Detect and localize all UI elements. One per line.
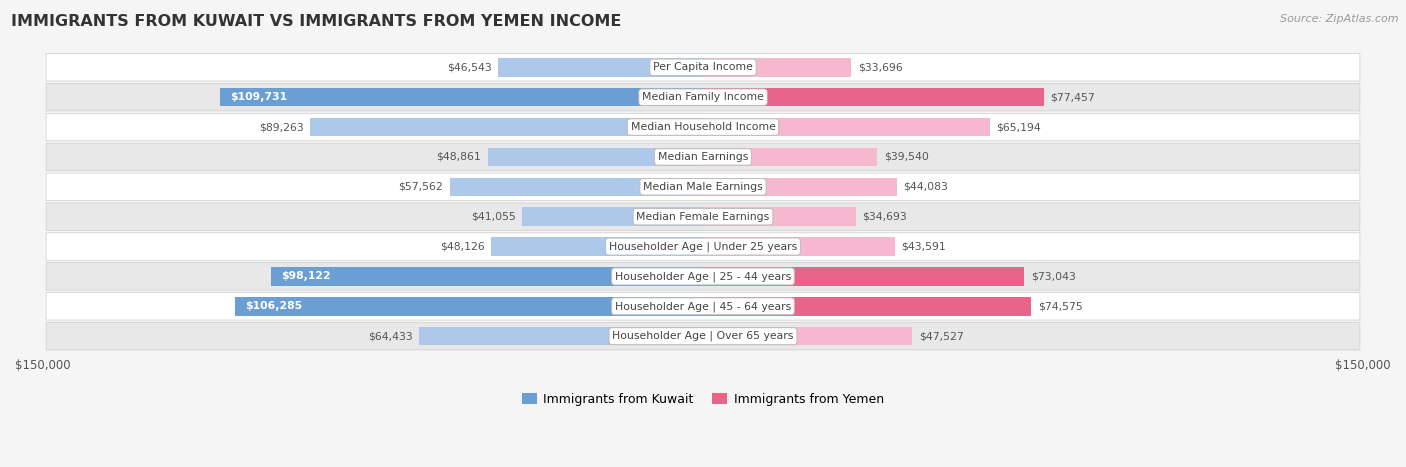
Text: $109,731: $109,731 [231,92,287,102]
FancyBboxPatch shape [46,143,1360,170]
FancyBboxPatch shape [46,322,1360,350]
FancyBboxPatch shape [46,233,1360,260]
Text: $64,433: $64,433 [368,331,413,341]
Text: Median Male Earnings: Median Male Earnings [643,182,763,192]
Text: $57,562: $57,562 [398,182,443,192]
Bar [488,148,703,166]
Text: $39,540: $39,540 [883,152,928,162]
Text: $106,285: $106,285 [245,301,302,311]
Bar [491,237,703,256]
Bar [498,58,703,77]
Text: Per Capita Income: Per Capita Income [652,62,754,72]
Bar [221,88,703,106]
Bar [703,297,1031,316]
FancyBboxPatch shape [46,173,1360,200]
Text: $46,543: $46,543 [447,62,492,72]
Text: $47,527: $47,527 [918,331,963,341]
Bar [235,297,703,316]
Bar [703,148,877,166]
FancyBboxPatch shape [46,54,1360,81]
Bar [703,207,856,226]
Text: Median Household Income: Median Household Income [630,122,776,132]
Text: $77,457: $77,457 [1050,92,1095,102]
Bar [703,58,851,77]
Bar [703,177,897,196]
Bar [703,118,990,136]
Text: $89,263: $89,263 [259,122,304,132]
Text: Householder Age | Over 65 years: Householder Age | Over 65 years [612,331,794,341]
Text: $65,194: $65,194 [997,122,1042,132]
Text: Median Earnings: Median Earnings [658,152,748,162]
Text: Median Female Earnings: Median Female Earnings [637,212,769,222]
Bar [703,267,1025,286]
Text: $74,575: $74,575 [1038,301,1083,311]
Text: $98,122: $98,122 [281,271,330,282]
Text: $34,693: $34,693 [862,212,907,222]
Bar [450,177,703,196]
Bar [311,118,703,136]
Bar [703,327,912,346]
Text: Householder Age | 25 - 44 years: Householder Age | 25 - 44 years [614,271,792,282]
Text: $48,861: $48,861 [437,152,481,162]
FancyBboxPatch shape [46,292,1360,320]
FancyBboxPatch shape [46,203,1360,230]
Bar [703,237,894,256]
Text: IMMIGRANTS FROM KUWAIT VS IMMIGRANTS FROM YEMEN INCOME: IMMIGRANTS FROM KUWAIT VS IMMIGRANTS FRO… [11,14,621,29]
FancyBboxPatch shape [46,113,1360,141]
FancyBboxPatch shape [46,84,1360,111]
Text: Householder Age | 45 - 64 years: Householder Age | 45 - 64 years [614,301,792,311]
FancyBboxPatch shape [46,262,1360,290]
Text: $73,043: $73,043 [1031,271,1076,282]
Bar [703,88,1043,106]
Text: Householder Age | Under 25 years: Householder Age | Under 25 years [609,241,797,252]
Text: $43,591: $43,591 [901,241,946,252]
Text: Median Family Income: Median Family Income [643,92,763,102]
Text: $41,055: $41,055 [471,212,516,222]
Bar [419,327,703,346]
Text: $44,083: $44,083 [904,182,949,192]
Bar [271,267,703,286]
Text: $48,126: $48,126 [440,241,485,252]
Text: $33,696: $33,696 [858,62,903,72]
Bar [522,207,703,226]
Legend: Immigrants from Kuwait, Immigrants from Yemen: Immigrants from Kuwait, Immigrants from … [517,388,889,410]
Text: Source: ZipAtlas.com: Source: ZipAtlas.com [1281,14,1399,24]
